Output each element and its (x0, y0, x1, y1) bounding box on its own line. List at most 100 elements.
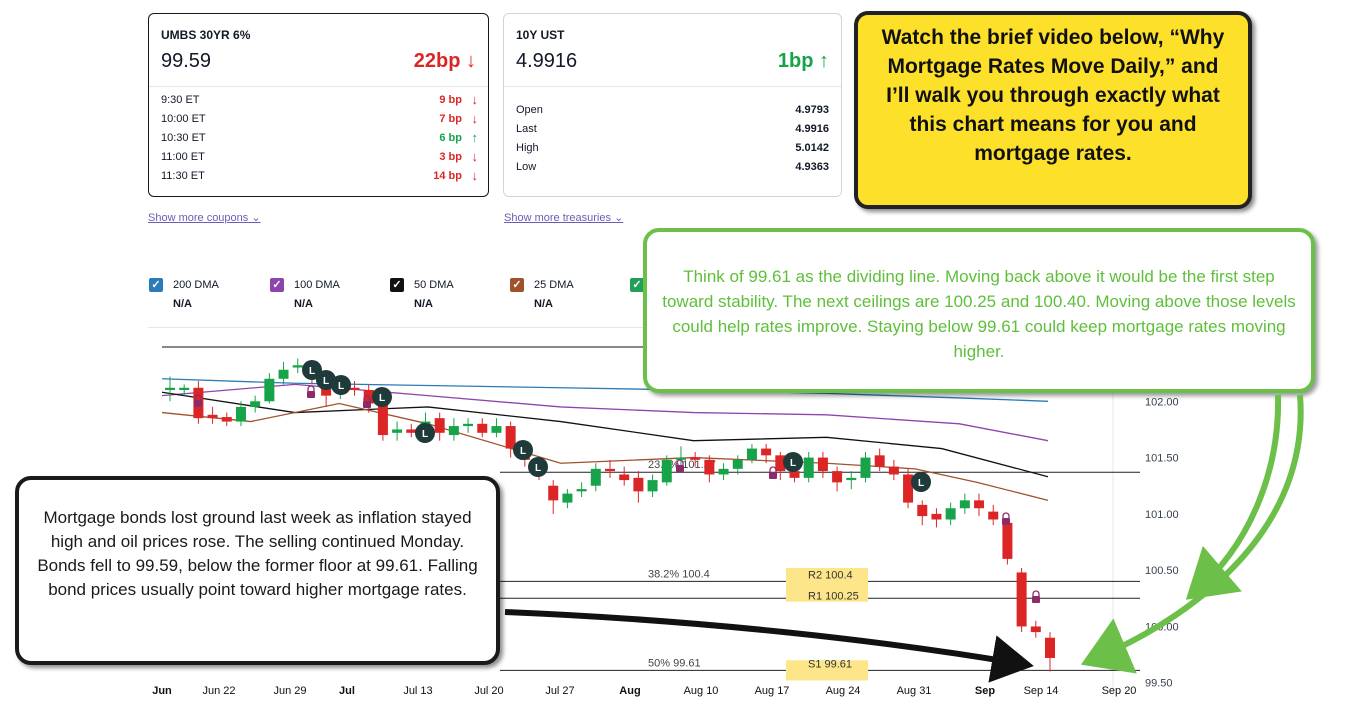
x-tick-label: Sep 14 (1024, 685, 1059, 697)
candle-body (974, 500, 985, 509)
check-icon[interactable]: ✓ (630, 278, 644, 292)
candle-body (633, 477, 644, 492)
candle-body (562, 493, 573, 503)
candle-body (945, 508, 956, 520)
l-marker-icon (911, 472, 931, 492)
show-more-coupons-link[interactable]: Show more coupons ⌄ (148, 212, 261, 224)
l-marker-icon (513, 440, 533, 460)
card-price: 99.59 (161, 50, 212, 72)
show-more-treasuries-link[interactable]: Show more treasuries ⌄ (504, 212, 624, 224)
candle-body (207, 414, 218, 419)
candle-body (349, 387, 360, 391)
candle-body (690, 457, 701, 460)
row-label: High (516, 142, 539, 154)
x-tick-label: Aug (619, 685, 640, 697)
candle-body (931, 513, 942, 520)
row-value: 9 bp (439, 94, 462, 106)
lock-icon-shackle (1002, 512, 1010, 518)
x-tick-label: Jul 27 (545, 685, 574, 697)
fib-level-label: 50% 99.61 (648, 657, 701, 669)
l-marker-label: L (338, 381, 344, 392)
check-icon[interactable]: ✓ (149, 278, 163, 292)
highlight-label: S1 99.61 (808, 658, 852, 670)
candle-body (959, 500, 970, 509)
candle-body (903, 474, 914, 503)
legend-value: N/A (173, 298, 192, 310)
legend-label: 100 DMA (294, 279, 340, 291)
check-icon[interactable]: ✓ (270, 278, 284, 292)
l-marker-icon (372, 387, 392, 407)
umbs-quote-card[interactable]: UMBS 30YR 6% 99.59 22bp ↓ 9:30 ET 9 bp ↓… (148, 13, 489, 197)
l-marker-label: L (790, 458, 796, 469)
moving-average-line (161, 383, 1049, 442)
candle-body (888, 466, 899, 475)
y-tick-label: 100.50 (1145, 565, 1179, 577)
card-price: 4.9916 (516, 50, 578, 72)
y-tick-label: 99.50 (1145, 678, 1173, 690)
x-tick-label: Jul 20 (474, 685, 503, 697)
candle-body (860, 457, 871, 478)
arrow-up-icon: ↑ (819, 50, 829, 72)
resistance-highlight (786, 567, 868, 602)
l-marker-label: L (379, 393, 385, 404)
card-title: UMBS 30YR 6% (161, 28, 251, 42)
candle-body (448, 426, 459, 436)
candle-body (165, 387, 175, 391)
row-label: Low (516, 161, 537, 173)
check-icon[interactable]: ✓ (510, 278, 524, 292)
candle-body (463, 423, 474, 427)
l-marker-icon (302, 360, 322, 380)
candle-body (605, 468, 615, 472)
row-time: 11:00 ET (161, 151, 205, 163)
x-tick-label: Jun 22 (202, 685, 235, 697)
x-tick-label: Jun 29 (273, 685, 306, 697)
candle-body (1045, 637, 1055, 658)
row-value: 5.0142 (795, 142, 829, 154)
candle-body (775, 455, 786, 472)
lock-icon (1032, 596, 1040, 603)
x-tick-label: Aug 17 (755, 685, 790, 697)
row-value: 4.9916 (795, 123, 829, 135)
highlight-label: R1 100.25 (808, 590, 859, 602)
candle-body (505, 426, 516, 449)
check-icon[interactable]: ✓ (390, 278, 404, 292)
x-tick-label: Jul (339, 685, 355, 697)
x-tick-label: Aug 24 (826, 685, 861, 697)
row-time: 9:30 ET (161, 94, 200, 106)
l-marker-icon (783, 452, 803, 472)
y-tick-label: 101.50 (1145, 453, 1179, 465)
candle-body (250, 401, 261, 407)
video-callout: Watch the brief video below, “Why Mortga… (854, 11, 1252, 209)
lock-icon (769, 472, 777, 479)
highlight-label: R2 100.4 (808, 569, 853, 581)
lock-icon (194, 400, 202, 407)
row-value: 7 bp (439, 113, 462, 125)
l-marker-icon (331, 375, 351, 395)
row-value: 4.9793 (795, 104, 829, 116)
candle-body (874, 455, 885, 467)
candle-body (292, 365, 303, 368)
candle-body (846, 477, 857, 481)
candle-body (264, 378, 275, 402)
ust-quote-card[interactable]: 10Y UST 4.9916 1bp ↑ Open 4.9793 Last 4.9… (503, 13, 842, 197)
chevron-down-icon: ⌄ (614, 212, 624, 224)
candle-body (704, 459, 715, 475)
arrow-up-icon: ↑ (471, 130, 479, 145)
x-tick-label: Sep 20 (1102, 685, 1137, 697)
candle-body (377, 403, 388, 436)
candle-body (619, 474, 630, 481)
candle-body (1030, 626, 1041, 633)
candle-body (789, 471, 800, 478)
l-marker-label: L (520, 446, 526, 457)
moving-average-line (161, 391, 1049, 478)
arrow-down-icon: ↓ (471, 111, 479, 126)
l-marker-label: L (918, 478, 924, 489)
candle-body (718, 468, 729, 475)
lock-icon-shackle (1032, 590, 1040, 596)
candle-body (647, 480, 658, 492)
card-change: 1bp ↑ (777, 50, 829, 72)
divider (504, 86, 841, 87)
y-tick-label: 101.00 (1145, 509, 1179, 521)
legend-value: N/A (534, 298, 553, 310)
row-time: 10:00 ET (161, 113, 206, 125)
